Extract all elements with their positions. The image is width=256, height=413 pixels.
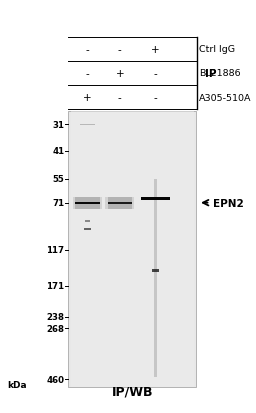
Text: 171: 171 (46, 282, 65, 290)
Text: IP/WB: IP/WB (111, 384, 153, 397)
Text: 31: 31 (52, 121, 65, 130)
Text: BL21886: BL21886 (199, 69, 241, 78)
Text: IP: IP (205, 69, 216, 79)
Bar (73, 197, 102, 209)
Bar (108, 197, 132, 209)
Text: Ctrl IgG: Ctrl IgG (199, 45, 235, 54)
Text: +: + (83, 93, 92, 103)
Text: 268: 268 (46, 324, 65, 333)
Bar (75, 197, 100, 209)
Text: +: + (151, 45, 160, 55)
Text: 55: 55 (53, 175, 65, 184)
Text: EPN2: EPN2 (213, 198, 243, 208)
Text: kDa: kDa (7, 380, 27, 389)
Bar (68, 112, 196, 387)
Bar (152, 269, 159, 272)
Bar (108, 202, 132, 204)
Bar (105, 197, 134, 209)
Bar (85, 221, 90, 222)
Text: -: - (154, 93, 157, 103)
Text: -: - (118, 93, 122, 103)
Text: 41: 41 (52, 147, 65, 156)
Text: -: - (86, 69, 89, 79)
Text: -: - (118, 45, 122, 55)
Text: 460: 460 (46, 375, 65, 384)
Bar (141, 197, 170, 201)
Text: 238: 238 (46, 313, 65, 322)
Text: A305-510A: A305-510A (199, 93, 252, 102)
Bar (75, 202, 100, 204)
Bar (71, 112, 194, 387)
Text: -: - (86, 45, 89, 55)
Text: 117: 117 (46, 246, 65, 255)
Bar (84, 228, 91, 231)
Text: +: + (115, 69, 124, 79)
Text: 71: 71 (52, 199, 65, 208)
Text: -: - (154, 69, 157, 79)
Bar (154, 179, 157, 377)
Bar (80, 125, 95, 126)
